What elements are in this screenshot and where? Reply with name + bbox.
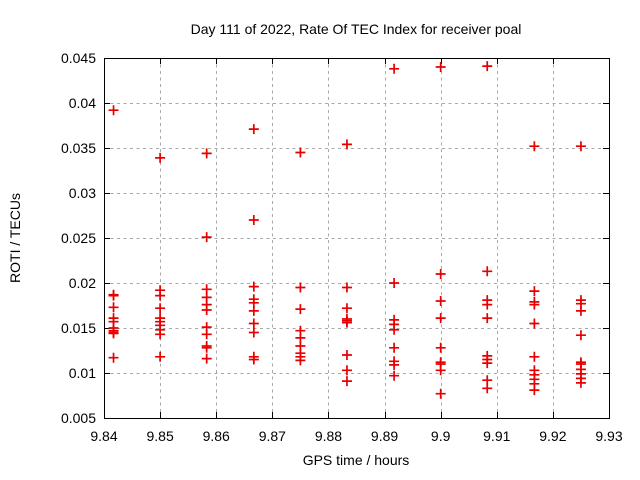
data-point (529, 351, 540, 362)
axes (104, 58, 610, 419)
data-point (201, 305, 212, 315)
data-point (108, 290, 119, 301)
data-point (575, 330, 586, 341)
data-point (482, 61, 493, 72)
plot-area: 9.84 9.85 9.86 9.87 9.88 9.89 9.9 9.91 9.92 9.93 0… (61, 50, 623, 444)
data-point (248, 305, 259, 316)
data-point (389, 63, 400, 74)
gridlines (104, 58, 609, 418)
y-tick-label: 0.01 (69, 365, 96, 381)
data-point (201, 148, 212, 159)
data-point (155, 290, 166, 301)
y-tick-label: 0.03 (69, 185, 96, 201)
data-point (529, 141, 540, 152)
x-tick-label: 9.87 (259, 428, 286, 444)
y-tick-label: 0.04 (69, 95, 96, 111)
data-point (201, 342, 212, 353)
data-point (482, 313, 493, 324)
data-point (435, 62, 446, 72)
data-point (341, 303, 352, 314)
x-tick-label: 9.86 (203, 428, 230, 444)
data-point (295, 355, 306, 366)
data-point (389, 370, 400, 381)
data-point (575, 377, 586, 388)
y-tick-label: 0.015 (61, 320, 96, 336)
data-point (248, 318, 259, 329)
y-tick-label: 0.045 (61, 50, 96, 66)
data-point (248, 124, 259, 135)
x-axis-label: GPS time / hours (303, 452, 410, 468)
x-tick-label: 9.85 (146, 428, 173, 444)
series-ROTI (108, 61, 586, 399)
data-point (341, 350, 352, 360)
x-tick-label: 9.88 (315, 428, 342, 444)
data-point (295, 304, 306, 315)
data-point (155, 351, 166, 362)
data-point (482, 383, 493, 394)
data-point (108, 352, 119, 363)
data-point (529, 318, 540, 329)
data-point (435, 296, 446, 306)
data-point (435, 365, 446, 376)
data-point (201, 232, 212, 243)
data-point (435, 342, 446, 353)
data-point (295, 147, 306, 158)
data-point (341, 317, 352, 328)
data-point (389, 324, 400, 335)
y-tick-label: 0.035 (61, 140, 96, 156)
data-point (389, 342, 400, 353)
data-point (155, 152, 166, 163)
data-point (575, 141, 586, 152)
y-tick-label: 0.02 (69, 275, 96, 291)
y-tick-label: 0.005 (61, 410, 96, 426)
data-point (108, 302, 119, 313)
data-point (341, 139, 352, 150)
data-point (155, 329, 166, 340)
data-point (389, 359, 400, 370)
data-point (248, 327, 259, 338)
x-tick-label: 9.92 (539, 428, 566, 444)
data-point (389, 278, 400, 288)
data-point (108, 105, 119, 116)
data-point (529, 385, 540, 396)
data-point (529, 299, 540, 310)
data-point (248, 354, 259, 365)
data-point (201, 353, 212, 364)
data-point (295, 282, 306, 293)
data-point (482, 299, 493, 310)
data-point (435, 313, 446, 324)
data-point (108, 328, 119, 339)
data-point (155, 303, 166, 314)
x-tick-label: 9.9 (431, 428, 451, 444)
data-point (435, 269, 446, 279)
data-point (341, 365, 352, 376)
data-point (575, 305, 586, 316)
x-tick-label: 9.93 (595, 428, 622, 444)
x-tick-label: 9.89 (371, 428, 398, 444)
data-point (248, 281, 259, 292)
y-axis-label: ROTI / TECUs (7, 193, 23, 283)
data-point (529, 286, 540, 297)
chart-title: Day 111 of 2022, Rate Of TEC Index for r… (191, 21, 522, 37)
data-point (201, 329, 212, 340)
data-point (341, 282, 352, 293)
data-point (248, 215, 259, 225)
x-tick-label: 9.84 (90, 428, 117, 444)
data-point (341, 376, 352, 387)
data-point (482, 358, 493, 369)
x-tick-label: 9.91 (483, 428, 510, 444)
data-point (435, 388, 446, 399)
y-tick-label: 0.025 (61, 230, 96, 246)
data-point (482, 266, 493, 277)
